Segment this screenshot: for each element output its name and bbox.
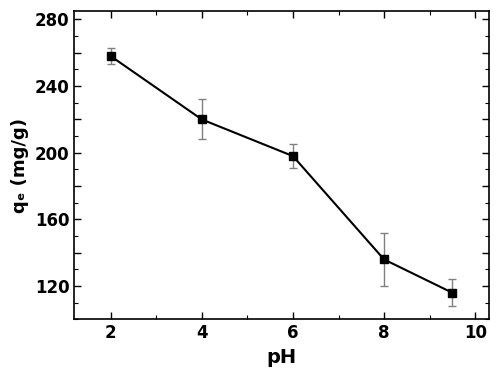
Y-axis label: qₑ (mg/g): qₑ (mg/g) bbox=[11, 118, 29, 213]
X-axis label: pH: pH bbox=[266, 348, 296, 367]
